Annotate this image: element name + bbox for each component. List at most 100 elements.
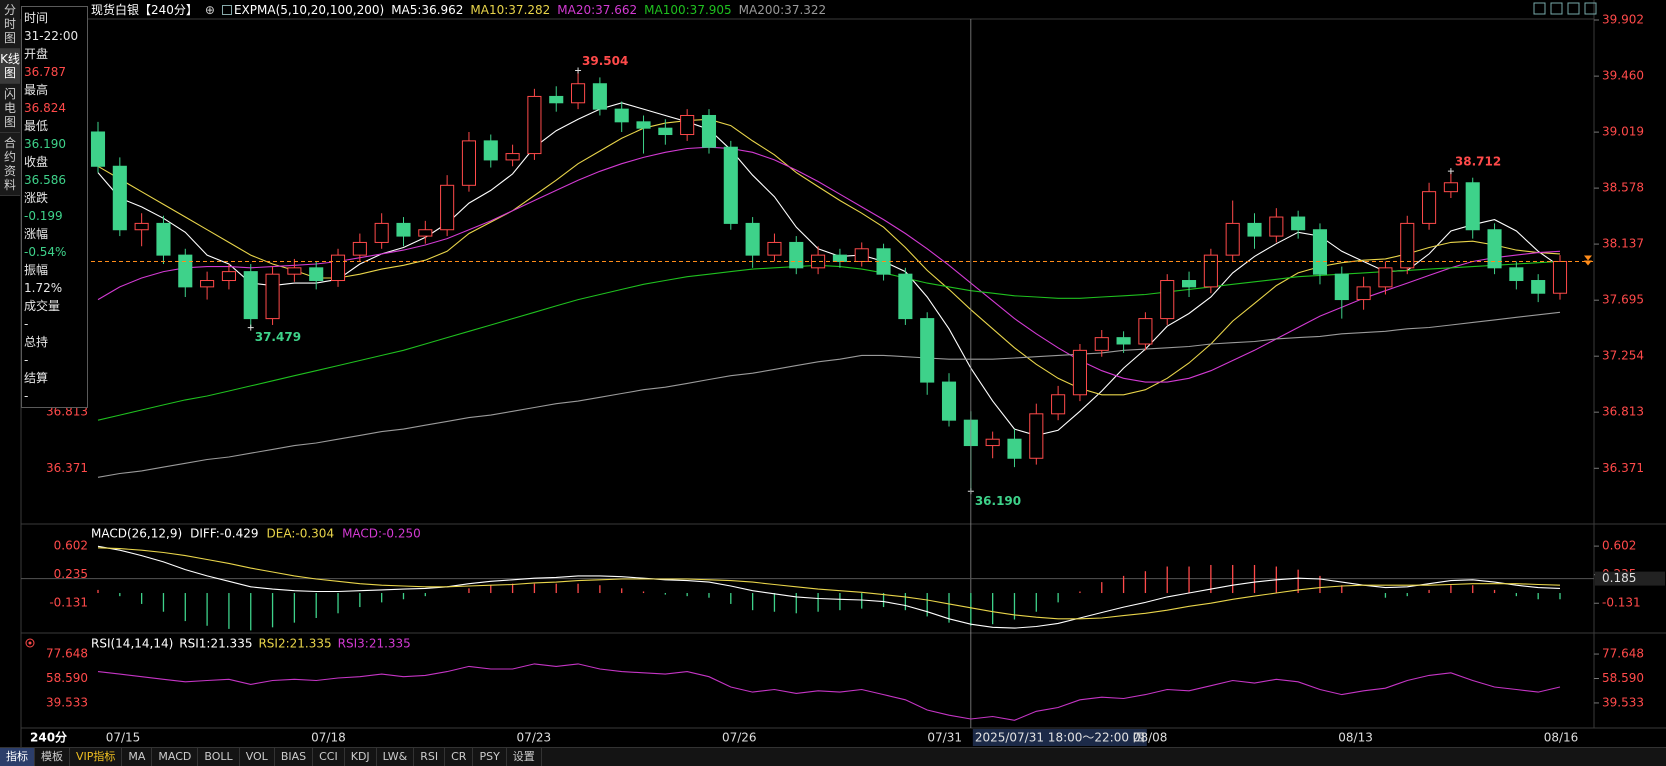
y-tick-label-left: 36.371 (46, 461, 88, 475)
window-icon[interactable] (1584, 2, 1597, 15)
candle-body (1269, 216, 1284, 237)
info-value: 1.72% (24, 281, 63, 295)
indicator-tab[interactable]: BIAS (275, 748, 314, 766)
indicator-tab[interactable]: CCI (313, 748, 345, 766)
window-icon[interactable] (1567, 2, 1580, 15)
background (0, 0, 1666, 747)
legend-entry: RSI1:21.335 (179, 637, 252, 651)
legend-entry: MA100:37.905 (644, 2, 732, 17)
info-value: -0.199 (24, 209, 63, 223)
candle-body (527, 95, 542, 155)
legend-entry: RSI2:21.335 (258, 637, 331, 651)
legend-entry: MA5:36.962 (391, 2, 464, 17)
add-icon[interactable]: ⊕ (204, 2, 215, 17)
indicator-tab[interactable]: 指标 (0, 748, 35, 766)
indicator-tab[interactable]: VIP指标 (70, 748, 123, 766)
info-label: 涨跌 (24, 191, 49, 205)
candle-body (461, 140, 477, 186)
candle-body (1072, 349, 1087, 396)
crosshair-label-box (972, 729, 1147, 746)
window-icon[interactable] (1550, 2, 1563, 15)
indicator-tab[interactable]: LW& (377, 748, 415, 766)
candle-body (592, 83, 607, 110)
info-label: 成交量 (24, 299, 61, 313)
candle-body (1225, 222, 1240, 256)
indicator-tab[interactable]: BOLL (198, 748, 240, 766)
candle-body (505, 153, 520, 161)
indicator-tabs: 指标 模板 VIP指标 MA MACD BOLL VOL BIAS CCI KDJ LW& RSI CR… (0, 747, 1666, 766)
legend-entry: DIFF:-0.429 (190, 527, 258, 541)
candle-body (1509, 267, 1524, 282)
info-value: 36.190 (24, 137, 66, 151)
candle-body (898, 273, 913, 320)
extreme-label: 38.712 (1455, 155, 1501, 169)
y-tick-label: 39.902 (1602, 13, 1644, 27)
candle-body (920, 318, 935, 383)
candle-body (658, 127, 673, 136)
current-value-box (1595, 571, 1665, 586)
extreme-marker (575, 67, 582, 74)
info-value: 36.824 (24, 101, 66, 115)
instrument-title: 现货白银【240分】 (91, 3, 198, 17)
indicator-tab[interactable]: VOL (240, 748, 275, 766)
candle-body (90, 131, 106, 167)
candle-body (483, 140, 498, 161)
indicator-tab[interactable]: 模板 (35, 748, 70, 766)
indicator-tab[interactable]: KDJ (345, 748, 377, 766)
y-tick-label: 39.019 (1602, 125, 1644, 139)
ma-line (97, 260, 1561, 421)
candle-body (396, 222, 411, 237)
crosshair-date-label: 2025/07/31 18:00～22:00 四 (975, 731, 1145, 745)
window-icon[interactable] (1533, 2, 1546, 15)
candle-body (178, 254, 193, 288)
sidebar-tab[interactable]: 合约资料 (0, 133, 20, 196)
candle-body (243, 271, 258, 320)
info-value: - (24, 353, 29, 367)
y-tick-label-left: -0.131 (49, 596, 88, 610)
y-tick-label: 39.460 (1602, 69, 1644, 83)
indicator-tab[interactable]: PSY (473, 748, 507, 766)
x-tick-label: 08/13 (1338, 731, 1373, 745)
indicator-name: EXPMA(5,10,20,100,200) (233, 2, 385, 17)
candle-body (309, 267, 324, 282)
candle-body (1181, 280, 1197, 288)
candle-body (789, 241, 804, 269)
indicator-tab[interactable]: MACD (152, 748, 199, 766)
info-panel: 时间 31-22:00 开盘 36.787 最高 36.824 最低 36.190 收盘 36.5… (21, 6, 88, 408)
sidebar-tab[interactable]: K线图 (0, 49, 20, 84)
y-tick-label: 37.695 (1602, 293, 1644, 307)
legend-entry: MACD(26,12,9) (91, 527, 182, 541)
info-value: 36.787 (24, 65, 66, 79)
info-value: -0.54% (24, 245, 67, 259)
sidebar-tab[interactable]: 分时图 (0, 0, 20, 49)
candle-body (1531, 280, 1546, 294)
y-tick-label-left: 58.590 (46, 671, 88, 685)
settings-icon[interactable] (25, 638, 35, 648)
price-panel (90, 70, 1568, 492)
candle-body (156, 222, 171, 256)
x-tick-label: 07/18 (311, 731, 346, 745)
info-value: - (24, 389, 29, 403)
macd-line (97, 545, 1561, 629)
y-tick-label: 38.578 (1602, 181, 1644, 195)
sidebar-tab[interactable]: 闪电图 (0, 84, 20, 133)
extreme-label: 39.504 (582, 54, 628, 68)
candle-body (1312, 229, 1328, 275)
chart-canvas: 39.902 39.460 39.019 38.578 38.137 37.695 37.2… (0, 0, 1666, 747)
indicator-icon[interactable] (221, 4, 232, 15)
indicator-tab[interactable]: 设置 (507, 748, 542, 766)
candle-body (1116, 337, 1131, 345)
period-label: 240分 (30, 730, 67, 745)
candle-body (1029, 413, 1044, 459)
candle-body (723, 146, 738, 224)
indicator-tab[interactable]: CR (445, 748, 474, 766)
extreme-label: 37.479 (255, 330, 301, 344)
indicator-tab[interactable]: MA (122, 748, 153, 766)
candle-body (330, 254, 346, 282)
candle-body (1007, 438, 1022, 459)
legend-entry: MACD:-0.250 (342, 527, 421, 541)
info-label: 时间 (24, 11, 49, 25)
indicator-tab[interactable]: RSI (414, 748, 446, 766)
candle-body (1247, 222, 1262, 237)
legend-entry: DEA:-0.304 (267, 527, 335, 541)
